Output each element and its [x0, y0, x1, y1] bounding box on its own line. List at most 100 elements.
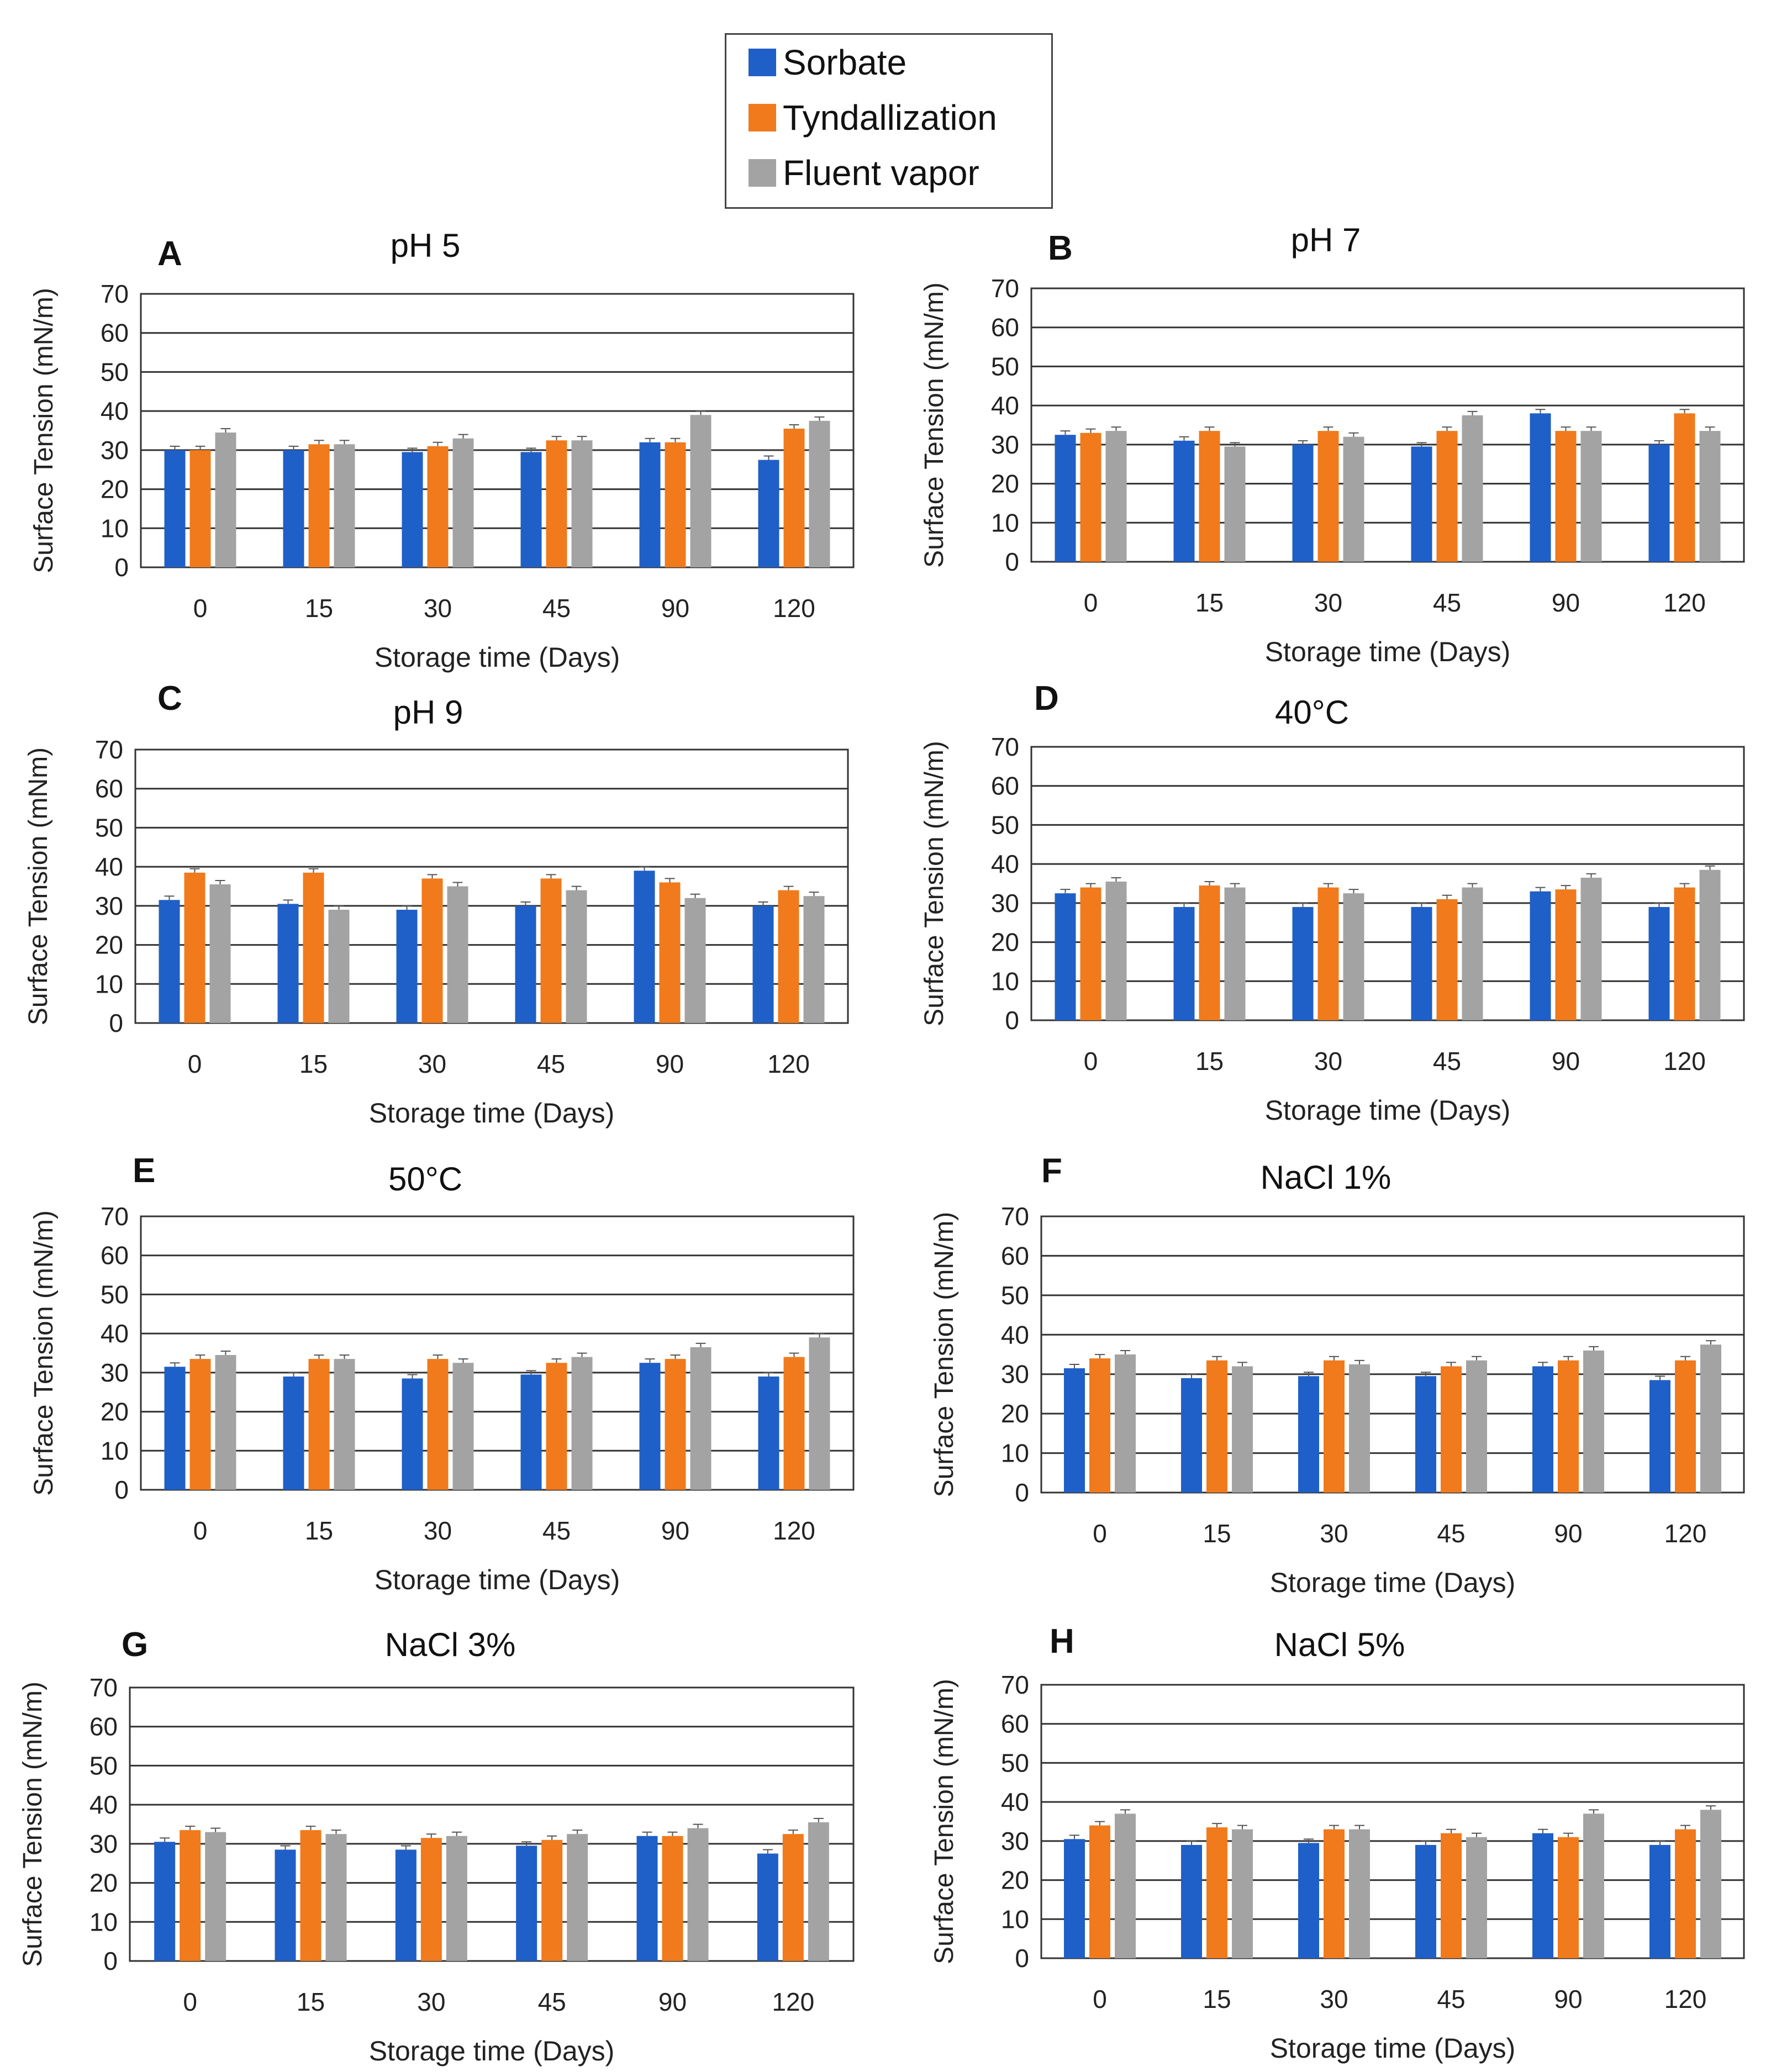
plot-area: [1030, 746, 1745, 1021]
x-tick-label: 30: [417, 1987, 445, 2016]
y-tick-label: 0: [114, 553, 129, 582]
bar: [421, 878, 443, 1023]
bar: [1699, 431, 1721, 562]
bar: [1343, 893, 1364, 1020]
bar: [687, 1828, 709, 1961]
y-tick-label: 40: [101, 1319, 129, 1348]
y-tick-label: 20: [1001, 1399, 1029, 1428]
bar: [184, 872, 205, 1023]
x-tick-label: 15: [305, 1516, 333, 1545]
y-axis-title: Surface Tension (mN/m): [29, 1210, 59, 1496]
x-axis-title: Storage time (Days): [369, 1098, 615, 1129]
legend-swatch-tyndallization: [749, 104, 776, 131]
y-axis-title: Surface Tension (mN/m): [920, 282, 949, 568]
bar: [639, 442, 661, 567]
y-tick-label: 10: [1001, 1439, 1029, 1468]
y-tick-label: 70: [95, 735, 123, 764]
y-axis-title: Surface Tension (mN/m): [18, 1681, 48, 1967]
y-tick-label: 70: [101, 280, 129, 308]
x-tick-label: 120: [767, 1050, 810, 1078]
chart-title: pH 9: [393, 694, 463, 731]
panel-letter: A: [157, 235, 182, 273]
x-tick-label: 0: [1084, 1047, 1098, 1075]
y-tick-label: 70: [991, 732, 1019, 761]
y-tick-label: 20: [1001, 1866, 1029, 1895]
y-tick-label: 20: [89, 1869, 118, 1897]
chart-title: NaCl 5%: [1274, 1626, 1405, 1663]
bar: [1462, 415, 1483, 562]
bar: [1105, 431, 1127, 562]
y-axis-title: Surface Tension (mN/m): [930, 1212, 959, 1498]
bar: [1055, 893, 1076, 1020]
bar: [164, 1367, 186, 1490]
bar: [1199, 431, 1220, 562]
bar: [571, 1357, 593, 1490]
y-tick-label: 50: [991, 352, 1019, 381]
x-tick-label: 0: [1093, 1985, 1107, 2013]
plot-area: [134, 748, 849, 1024]
bar: [636, 1836, 658, 1961]
y-tick-label: 10: [991, 967, 1019, 995]
y-tick-label: 30: [991, 889, 1019, 918]
bar: [782, 1834, 804, 1961]
bar: [447, 886, 468, 1023]
y-tick-label: 60: [991, 772, 1019, 800]
bar: [396, 909, 418, 1023]
bar: [1298, 1376, 1319, 1493]
bar: [1530, 891, 1551, 1020]
bar: [402, 452, 423, 567]
bar: [189, 450, 211, 567]
bar: [1055, 435, 1076, 562]
y-tick-label: 20: [991, 928, 1019, 957]
bar: [1649, 1844, 1670, 1958]
bar: [402, 1378, 423, 1490]
y-tick-label: 40: [991, 391, 1019, 420]
bar: [159, 900, 180, 1023]
bar: [1349, 1829, 1370, 1958]
bar: [1441, 1366, 1462, 1493]
chart-title: pH 7: [1291, 222, 1361, 259]
x-tick-label: 15: [1203, 1985, 1231, 2013]
bar: [1324, 1829, 1345, 1958]
y-tick-label: 20: [95, 931, 123, 959]
y-tick-label: 20: [101, 1398, 129, 1426]
y-tick-label: 10: [95, 969, 123, 998]
panel-letter: H: [1050, 1622, 1074, 1660]
y-tick-label: 60: [95, 774, 123, 803]
y-tick-label: 0: [1015, 1478, 1029, 1507]
bar: [665, 1359, 686, 1490]
y-tick-label: 0: [103, 1947, 118, 1975]
y-axis-title: Surface Tension (mN/m): [930, 1679, 959, 1964]
bar: [1583, 1350, 1604, 1493]
y-tick-label: 30: [1001, 1360, 1029, 1389]
bar: [334, 1359, 355, 1490]
bar: [1436, 899, 1458, 1020]
bar: [1080, 887, 1101, 1020]
x-axis-title: Storage time (Days): [1270, 1567, 1516, 1598]
y-tick-label: 10: [101, 514, 129, 542]
bar: [1199, 885, 1220, 1020]
bar: [520, 452, 542, 567]
bar: [1298, 1843, 1319, 1958]
bar: [783, 428, 805, 567]
bar: [1580, 877, 1602, 1020]
legend-swatch-fluent-vapor: [749, 159, 776, 187]
x-tick-label: 30: [1320, 1985, 1348, 2013]
bar: [1558, 1360, 1579, 1493]
bar: [662, 1836, 683, 1961]
panel-letter: G: [122, 1626, 148, 1664]
bar: [1317, 431, 1339, 562]
x-tick-label: 15: [1195, 588, 1224, 617]
bar: [1700, 1345, 1721, 1493]
y-tick-label: 70: [89, 1673, 118, 1702]
bar: [328, 909, 350, 1023]
y-tick-label: 70: [101, 1202, 129, 1231]
legend-label-sorbate: Sorbate: [783, 43, 907, 82]
y-tick-label: 50: [95, 813, 123, 842]
plot-area: [140, 1215, 855, 1491]
x-tick-label: 120: [772, 1987, 814, 2016]
bar: [1232, 1829, 1253, 1958]
panel-letter: C: [157, 679, 182, 718]
chart-legend: Sorbate Tyndallization Fluent vapor: [725, 33, 1053, 209]
bar: [1415, 1376, 1436, 1493]
